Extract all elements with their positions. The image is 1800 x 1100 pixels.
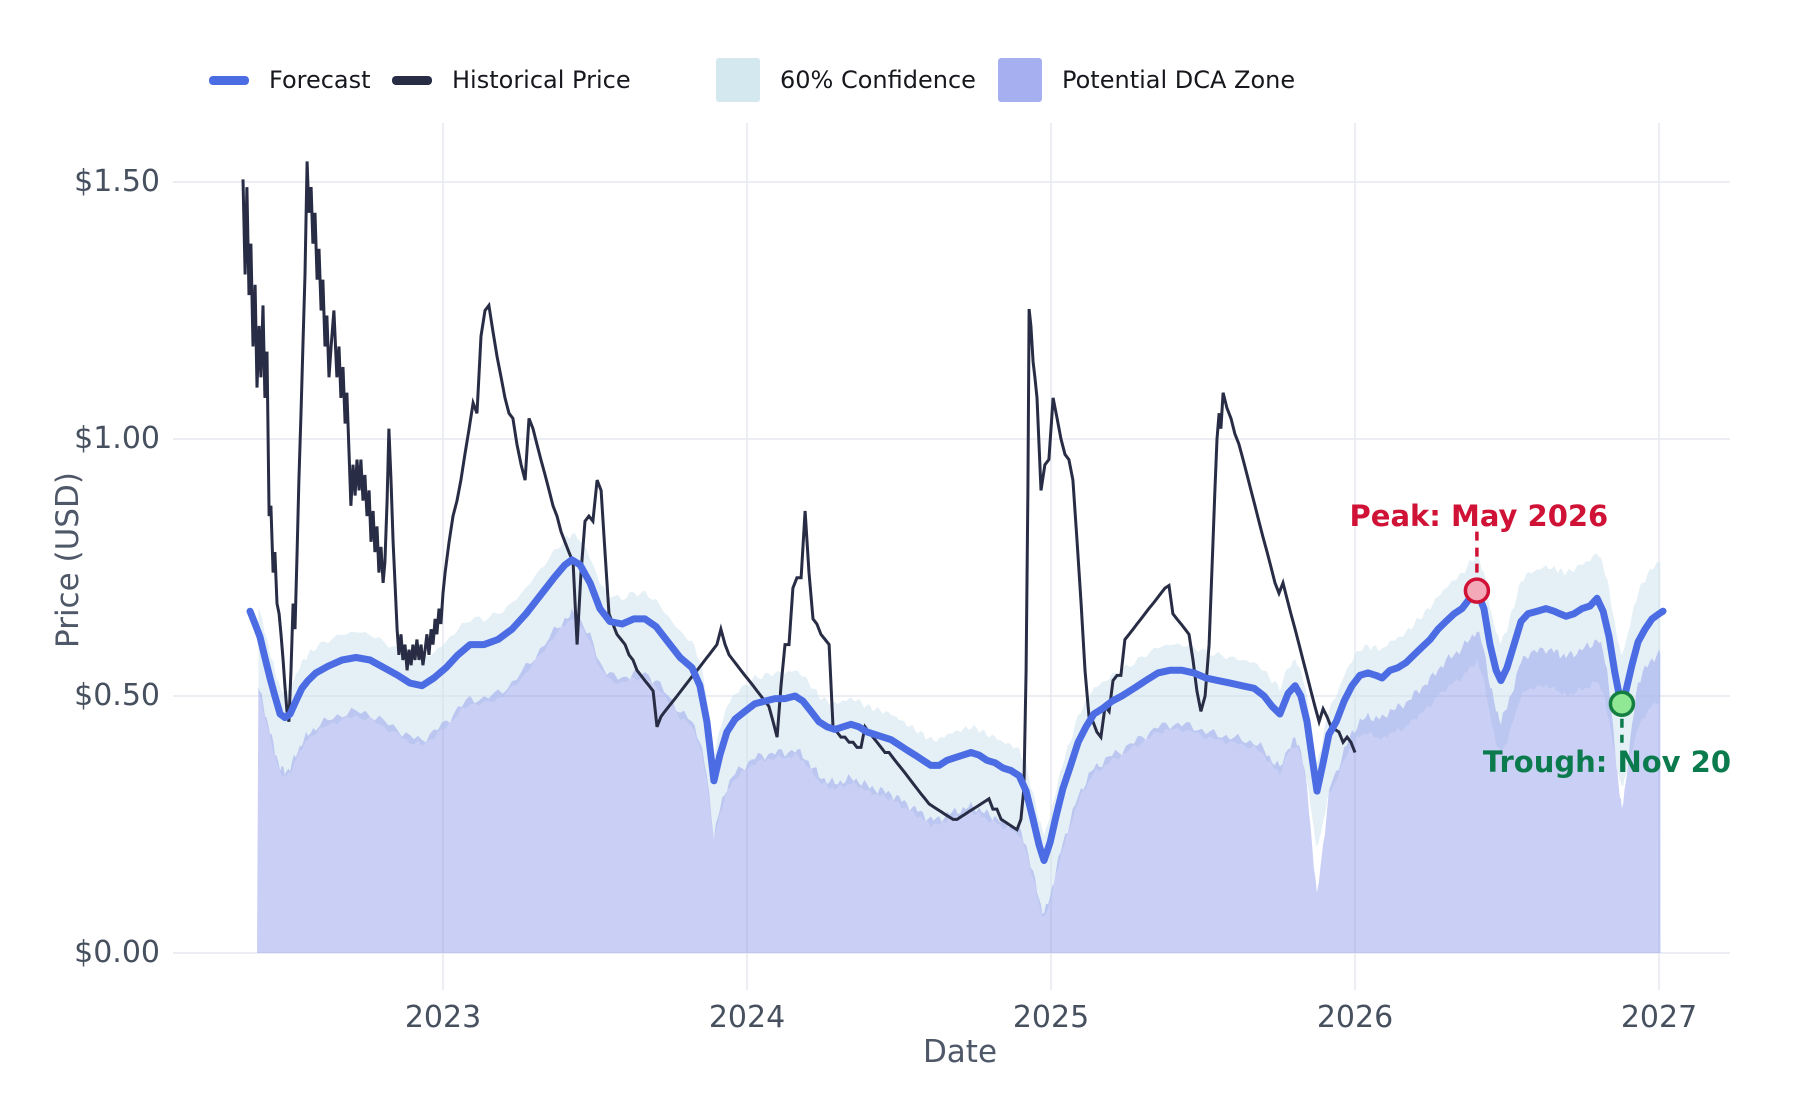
y-tick-label: $0.00 [74, 935, 160, 970]
historical-swatch-icon [392, 75, 432, 85]
historical-price-line [241, 161, 1357, 832]
y-tick-label: $1.00 [74, 421, 160, 456]
x-axis-title: Date [922, 1034, 998, 1070]
trough-annotation-label: Trough: Nov 2026 [1482, 744, 1732, 779]
y-axis-title: Price (USD) [50, 472, 86, 648]
y-tick-label: $1.50 [74, 164, 160, 199]
peak-marker [1463, 577, 1491, 604]
x-tick-label: 2026 [1316, 1000, 1394, 1035]
confidence-band-area [258, 532, 1661, 917]
y-tick-label: $0.50 [74, 678, 160, 713]
dca-zone-area [257, 608, 1661, 953]
legend-label: Historical Price [452, 66, 631, 94]
forecast-swatch-icon [209, 75, 249, 85]
confidence-swatch-icon [716, 58, 760, 102]
legend-item-dca[interactable]: Potential DCA Zone [998, 52, 1295, 108]
forecast-line [246, 556, 1667, 864]
legend-item-confidence[interactable]: 60% Confidence [716, 52, 976, 108]
dca-swatch-icon [998, 58, 1042, 102]
x-tick-label: 2025 [1012, 1000, 1090, 1035]
trough-marker [1608, 690, 1636, 717]
legend-label: Potential DCA Zone [1062, 66, 1296, 94]
x-tick-label: 2024 [708, 1000, 786, 1035]
legend-label: 60% Confidence [780, 66, 976, 94]
legend-item-forecast[interactable]: Forecast [209, 52, 371, 108]
peak-annotation-label: Peak: May 2026 [1349, 498, 1609, 533]
legend-label: Forecast [269, 66, 371, 94]
legend-item-historical[interactable]: Historical Price [392, 52, 631, 108]
x-tick-label: 2027 [1620, 1000, 1698, 1035]
legend: Forecast Historical Price 60% Confidence Po… [0, 52, 1800, 108]
x-tick-label: 2023 [404, 1000, 482, 1035]
